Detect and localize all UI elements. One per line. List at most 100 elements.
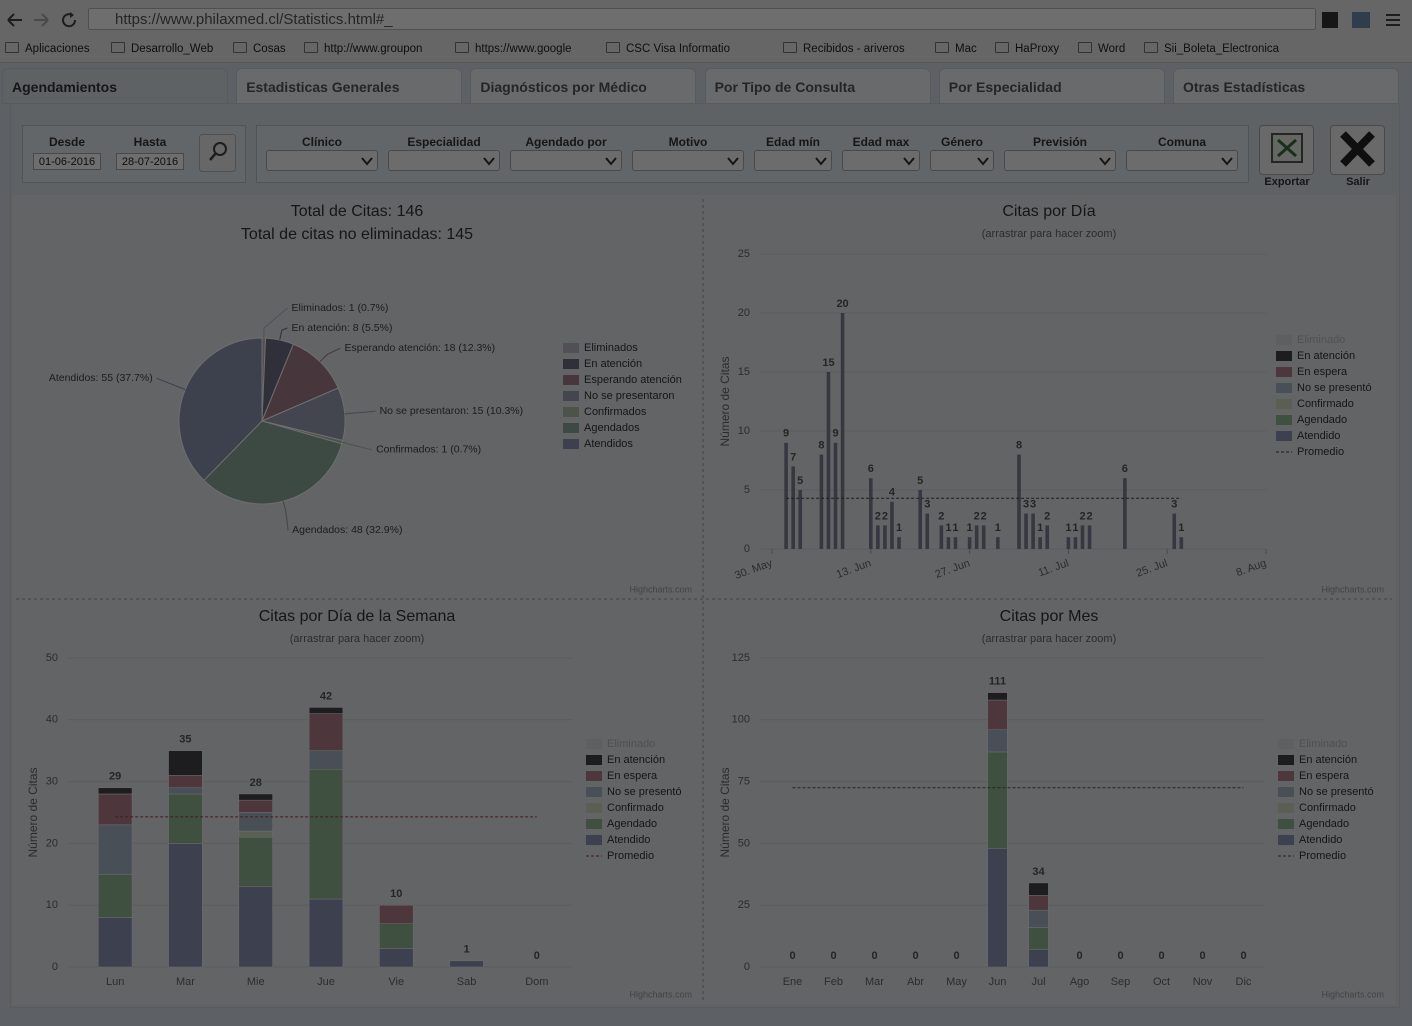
select[interactable] [1126,150,1238,171]
bar-segment [238,793,273,801]
export-button[interactable] [1259,125,1314,175]
legend-swatch [563,359,579,369]
bookmark[interactable]: http://www.groupon [324,43,423,55]
bookmark[interactable]: Desarrollo_Web [131,43,214,55]
legend-swatch [1276,367,1292,377]
stack-total: 111 [989,676,1006,688]
bar-segment [308,768,344,900]
browser-icons[interactable] [1318,10,1408,30]
x-tick-label: Ene [783,976,803,988]
bookmark[interactable]: Word [1098,43,1126,55]
bookmark[interactable]: Mac [955,43,977,55]
bar [1066,537,1071,549]
data-label: 7 [790,451,796,463]
x-tick-label: Dom [525,976,548,988]
label-connector [282,501,289,531]
data-label: 2 [1044,510,1050,522]
bar [1024,513,1028,549]
legend-swatch [1278,803,1294,813]
exit-button[interactable] [1330,125,1385,175]
legend-label: No se presentó [607,786,682,798]
tab[interactable]: Otras Estadísticas [1173,68,1399,104]
stack-total: 29 [109,771,121,783]
legend-label: En atención [1299,754,1357,766]
legend-label: No se presentó [1297,382,1372,394]
select[interactable] [266,150,378,171]
bar-segment [308,707,344,714]
bookmark[interactable]: Aplicaciones [25,43,90,55]
data-label: 2 [1087,510,1093,522]
tab[interactable]: Por Tipo de Consulta [704,68,931,104]
legend-label: Esperando atención [584,374,682,386]
select[interactable] [1004,150,1116,171]
tab[interactable]: Por Especialidad [938,68,1165,104]
legend-label: Agendado [1299,818,1349,830]
data-label: 20 [836,298,848,310]
y-tick-label: 50 [738,837,750,849]
bar [876,525,880,549]
legend-swatch [1276,335,1292,345]
bar-segment [168,793,203,844]
bar-segment [449,960,484,968]
legend-label: Atendidos [584,438,633,450]
tab[interactable]: Agendamientos [2,68,228,104]
legend-label: Agendado [1297,414,1347,426]
bookmark[interactable]: Cosas [253,43,286,55]
bar [1038,537,1042,549]
bar [1017,454,1021,549]
date-input[interactable]: 01-06-2016 [33,153,101,170]
filter-label: Edad max [852,135,910,149]
bookmark[interactable]: CSC Visa Informatio [626,43,730,55]
date-input[interactable]: 28-07-2016 [116,153,184,170]
y-tick-label: 100 [732,714,750,726]
bar-segment [308,750,344,770]
legend-label: Agendado [607,818,657,830]
bookmark[interactable]: Recibidos - ariveros [803,43,905,55]
filter-label: Comuna [1158,135,1206,149]
tab[interactable]: Diagnósticos por Médico [470,68,697,104]
legend-swatch [586,755,602,765]
select[interactable] [930,150,994,171]
search-button[interactable] [199,134,236,172]
bar-segment [98,874,133,918]
tab[interactable]: Estadisticas Generales [236,68,463,104]
bar-segment [1028,927,1049,950]
x-tick-label: Jul [1031,976,1045,988]
data-label: 1 [1072,522,1078,534]
chart-title: Citas por Día de la Semana [259,608,456,625]
select[interactable] [632,150,744,171]
bookmark[interactable]: Sii_Boleta_Electronica [1164,43,1280,55]
bookmark-icon [1144,42,1158,53]
data-label: Agendados: 48 (32.9%) [292,524,402,536]
x-tick-label: Feb [824,976,843,988]
bookmark[interactable]: https://www.google [475,43,572,55]
bar-segment [98,793,133,826]
select[interactable] [842,150,920,171]
legend-swatch [563,423,579,433]
bar-segment [379,904,414,924]
data-label: 1 [1037,522,1043,534]
nav-buttons[interactable] [4,10,80,30]
label-connector [263,307,288,339]
select[interactable] [510,150,622,171]
bookmark[interactable]: HaProxy [1015,43,1060,55]
select[interactable] [388,150,500,171]
stack-total: 0 [1076,950,1082,962]
legend-label: Promedio [607,850,654,862]
bar [1073,537,1078,549]
select-arrow [1099,157,1111,166]
bar-segment [98,917,133,968]
select[interactable] [754,150,832,171]
stack-total: 0 [1117,950,1123,962]
filter-label: Edad mín [765,135,820,149]
bar-segment [308,713,344,751]
stack-total: 0 [1240,950,1246,962]
button-label: Exportar [1264,176,1310,188]
data-label: 1 [896,522,902,534]
bar-segment [308,898,344,968]
stack-total: 35 [179,734,191,746]
y-tick-label: 75 [738,776,750,788]
address-bar[interactable]: https://www.philaxmed.cl/Statistics.html… [88,8,1316,30]
bar-segment [1028,895,1049,911]
bar [981,525,986,549]
